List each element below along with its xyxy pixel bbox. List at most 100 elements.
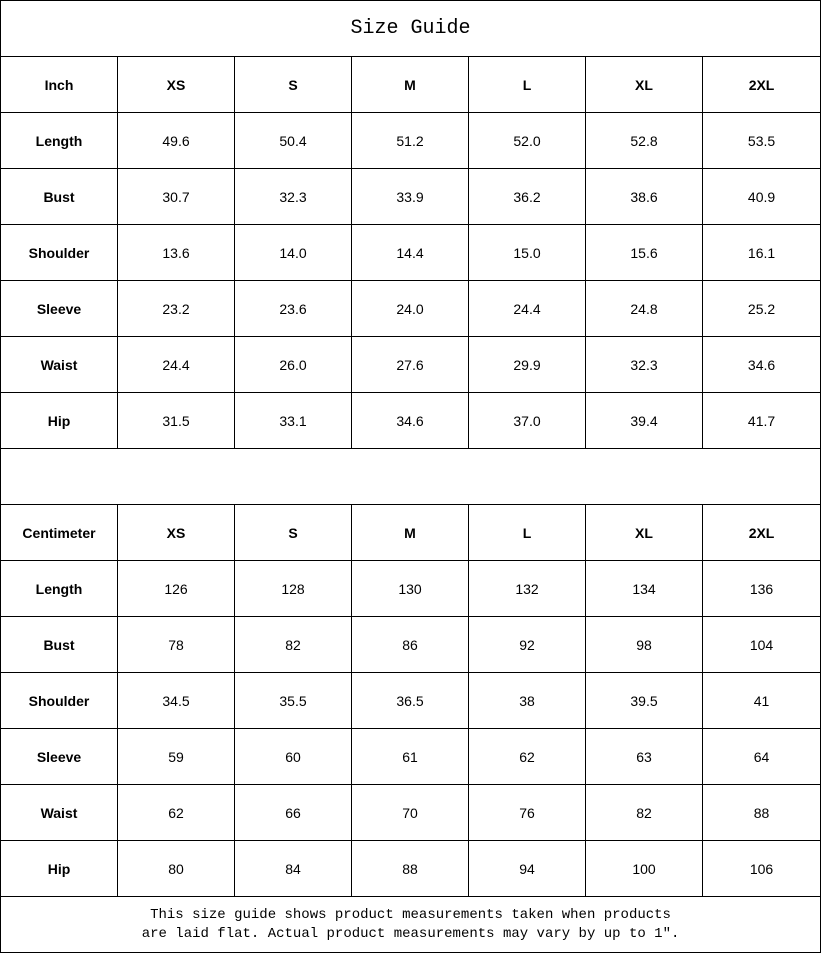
measurement-value: 39.4	[585, 392, 703, 449]
measurement-value: 94	[468, 840, 586, 897]
table-row: Waist 62 66 70 76 82 88	[0, 784, 821, 841]
measurement-value: 38	[468, 672, 586, 729]
note-line: are laid flat. Actual product measuremen…	[141, 925, 680, 942]
measurement-value: 34.6	[701, 336, 821, 393]
page-title: Size Guide	[0, 0, 821, 57]
measurement-value: 132	[468, 560, 586, 617]
table-row: Hip 80 84 88 94 100 106	[0, 840, 821, 897]
measurement-value: 14.4	[351, 224, 469, 281]
measurement-label: Hip	[0, 392, 118, 449]
table-row: Length 49.6 50.4 51.2 52.0 52.8 53.5	[0, 112, 821, 169]
measurement-value: 39.5	[585, 672, 703, 729]
measurement-value: 82	[234, 616, 352, 673]
measurement-value: 38.6	[585, 168, 703, 225]
measurement-value: 24.4	[468, 280, 586, 337]
measurement-value: 24.4	[117, 336, 235, 393]
size-header: M	[351, 56, 469, 113]
measurement-value: 53.5	[701, 112, 821, 169]
size-header: S	[234, 56, 352, 113]
measurement-value: 80	[117, 840, 235, 897]
unit-header: Inch	[0, 56, 118, 113]
table-row: Waist 24.4 26.0 27.6 29.9 32.3 34.6	[0, 336, 821, 393]
measurement-label: Waist	[0, 784, 118, 841]
measurement-value: 29.9	[468, 336, 586, 393]
measurement-value: 36.2	[468, 168, 586, 225]
measurement-value: 130	[351, 560, 469, 617]
measurement-value: 15.0	[468, 224, 586, 281]
measurement-value: 52.0	[468, 112, 586, 169]
measurement-value: 23.2	[117, 280, 235, 337]
measurement-value: 37.0	[468, 392, 586, 449]
measurement-value: 63	[585, 728, 703, 785]
measurement-label: Sleeve	[0, 728, 118, 785]
measurement-value: 59	[117, 728, 235, 785]
size-header: 2XL	[701, 504, 821, 561]
measurement-label: Shoulder	[0, 224, 118, 281]
measurement-label: Bust	[0, 616, 118, 673]
measurement-value: 33.1	[234, 392, 352, 449]
measurement-value: 70	[351, 784, 469, 841]
measurement-value: 128	[234, 560, 352, 617]
measurement-value: 24.8	[585, 280, 703, 337]
size-header: S	[234, 504, 352, 561]
measurement-value: 32.3	[234, 168, 352, 225]
measurement-value: 98	[585, 616, 703, 673]
measurement-value: 35.5	[234, 672, 352, 729]
measurement-value: 25.2	[701, 280, 821, 337]
measurement-label: Bust	[0, 168, 118, 225]
measurement-value: 88	[701, 784, 821, 841]
measurement-value: 88	[351, 840, 469, 897]
measurement-value: 106	[701, 840, 821, 897]
measurement-value: 13.6	[117, 224, 235, 281]
measurement-value: 41.7	[701, 392, 821, 449]
measurement-value: 76	[468, 784, 586, 841]
measurement-label: Shoulder	[0, 672, 118, 729]
measurement-value: 136	[701, 560, 821, 617]
table-row: Sleeve 23.2 23.6 24.0 24.4 24.8 25.2	[0, 280, 821, 337]
measurement-value: 134	[585, 560, 703, 617]
measurement-label: Length	[0, 560, 118, 617]
measurement-value: 40.9	[701, 168, 821, 225]
measurement-value: 16.1	[701, 224, 821, 281]
measurement-value: 50.4	[234, 112, 352, 169]
measurement-value: 49.6	[117, 112, 235, 169]
measurement-value: 86	[351, 616, 469, 673]
measurement-value: 15.6	[585, 224, 703, 281]
measurement-value: 60	[234, 728, 352, 785]
measurement-value: 62	[117, 784, 235, 841]
measurement-label: Hip	[0, 840, 118, 897]
blank-cell	[0, 448, 821, 505]
measurement-value: 32.3	[585, 336, 703, 393]
measurement-value: 84	[234, 840, 352, 897]
measurement-value: 92	[468, 616, 586, 673]
measurement-value: 30.7	[117, 168, 235, 225]
measurement-value: 26.0	[234, 336, 352, 393]
measurement-value: 51.2	[351, 112, 469, 169]
table-row: Bust 30.7 32.3 33.9 36.2 38.6 40.9	[0, 168, 821, 225]
size-header: 2XL	[701, 56, 821, 113]
measurement-value: 41	[701, 672, 821, 729]
table-row: Shoulder 13.6 14.0 14.4 15.0 15.6 16.1	[0, 224, 821, 281]
header-row: Centimeter XS S M L XL 2XL	[0, 504, 821, 561]
spacer-row	[0, 448, 821, 505]
table-row: Bust 78 82 86 92 98 104	[0, 616, 821, 673]
measurement-value: 104	[701, 616, 821, 673]
measurement-value: 14.0	[234, 224, 352, 281]
measurement-label: Sleeve	[0, 280, 118, 337]
size-header: L	[468, 504, 586, 561]
measurement-value: 34.5	[117, 672, 235, 729]
size-header: XL	[585, 56, 703, 113]
measurement-value: 27.6	[351, 336, 469, 393]
measurement-value: 66	[234, 784, 352, 841]
unit-header: Centimeter	[0, 504, 118, 561]
measurement-value: 33.9	[351, 168, 469, 225]
measurement-value: 78	[117, 616, 235, 673]
size-header: M	[351, 504, 469, 561]
measurement-value: 61	[351, 728, 469, 785]
size-header: XL	[585, 504, 703, 561]
measurement-value: 34.6	[351, 392, 469, 449]
measurement-value: 64	[701, 728, 821, 785]
measurement-label: Length	[0, 112, 118, 169]
measurement-value: 62	[468, 728, 586, 785]
